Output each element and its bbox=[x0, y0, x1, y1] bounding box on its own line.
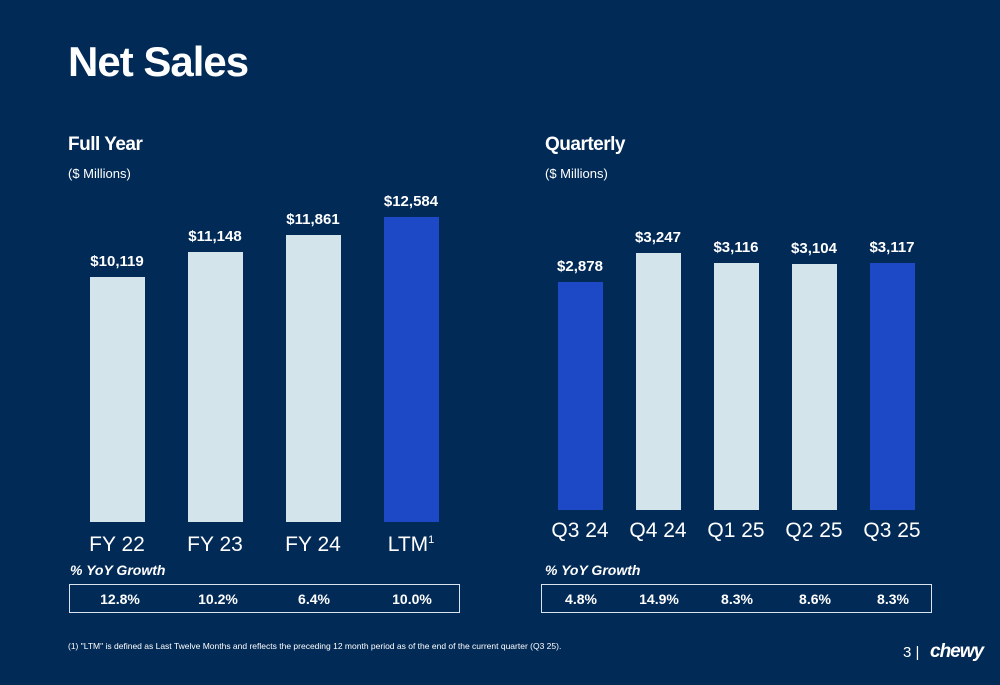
growth-value: 4.8% bbox=[565, 591, 597, 607]
value-label: $3,117 bbox=[869, 239, 915, 257]
category-label: LTM1 bbox=[361, 533, 461, 557]
quarterly-growth-table: 4.8% 14.9% 8.3% 8.6% 8.3% bbox=[541, 584, 932, 613]
bar bbox=[187, 252, 243, 522]
growth-value: 8.6% bbox=[799, 591, 831, 607]
value-label: $3,116 bbox=[713, 239, 759, 257]
value-label: $11,861 bbox=[286, 210, 340, 228]
bar bbox=[713, 263, 759, 510]
growth-value: 12.8% bbox=[100, 591, 140, 607]
value-label: $3,104 bbox=[791, 240, 837, 258]
category-label: Q3 24 bbox=[530, 519, 630, 543]
category-text: Q1 25 bbox=[707, 519, 765, 542]
category-text: FY 22 bbox=[89, 533, 145, 556]
bar bbox=[383, 217, 439, 522]
growth-value: 8.3% bbox=[721, 591, 753, 607]
full-year-title: Full Year bbox=[68, 134, 143, 155]
page-title: Net Sales bbox=[68, 38, 249, 85]
bar bbox=[285, 234, 341, 522]
category-text: Q3 25 bbox=[863, 519, 921, 542]
category-label: FY 22 bbox=[67, 533, 167, 557]
value-label: $2,878 bbox=[557, 258, 603, 276]
value-label: $3,247 bbox=[635, 228, 681, 246]
page-number: 3 | bbox=[903, 644, 920, 661]
growth-value: 8.3% bbox=[877, 591, 909, 607]
growth-value: 14.9% bbox=[639, 591, 679, 607]
bar bbox=[635, 252, 681, 510]
footnote: (1) "LTM" is defined as Last Twelve Mont… bbox=[68, 641, 562, 651]
category-text: FY 24 bbox=[285, 533, 341, 556]
category-text: Q2 25 bbox=[785, 519, 843, 542]
category-label: FY 23 bbox=[165, 533, 265, 557]
category-label: Q4 24 bbox=[608, 519, 708, 543]
bar bbox=[557, 282, 603, 510]
chewy-logo: chewy bbox=[930, 641, 984, 662]
value-label: $10,119 bbox=[90, 253, 144, 271]
value-label: $12,584 bbox=[383, 193, 439, 211]
category-text: Q3 24 bbox=[551, 519, 609, 542]
category-label: Q2 25 bbox=[764, 519, 864, 543]
quarterly-title: Quarterly bbox=[545, 134, 625, 155]
bar bbox=[89, 277, 145, 522]
footnote-marker: 1 bbox=[428, 534, 435, 546]
category-label: FY 24 bbox=[263, 533, 363, 557]
bar bbox=[791, 264, 837, 510]
full-year-unit: ($ Millions) bbox=[68, 166, 131, 181]
growth-value: 10.0% bbox=[392, 591, 432, 607]
category-text: LTM bbox=[387, 533, 429, 556]
quarterly-unit: ($ Millions) bbox=[545, 166, 608, 181]
growth-value: 10.2% bbox=[198, 591, 238, 607]
value-label: $11,148 bbox=[188, 228, 242, 246]
category-text: Q4 24 bbox=[629, 519, 687, 542]
growth-value: 6.4% bbox=[298, 591, 330, 607]
full-year-growth-table: 12.8% 10.2% 6.4% 10.0% bbox=[69, 584, 460, 613]
bar bbox=[869, 263, 915, 510]
full-year-growth-label: % YoY Growth bbox=[70, 562, 166, 578]
quarterly-growth-label: % YoY Growth bbox=[545, 562, 641, 578]
category-text: FY 23 bbox=[187, 533, 243, 556]
category-label: Q1 25 bbox=[686, 519, 786, 543]
category-label: Q3 25 bbox=[842, 519, 942, 543]
